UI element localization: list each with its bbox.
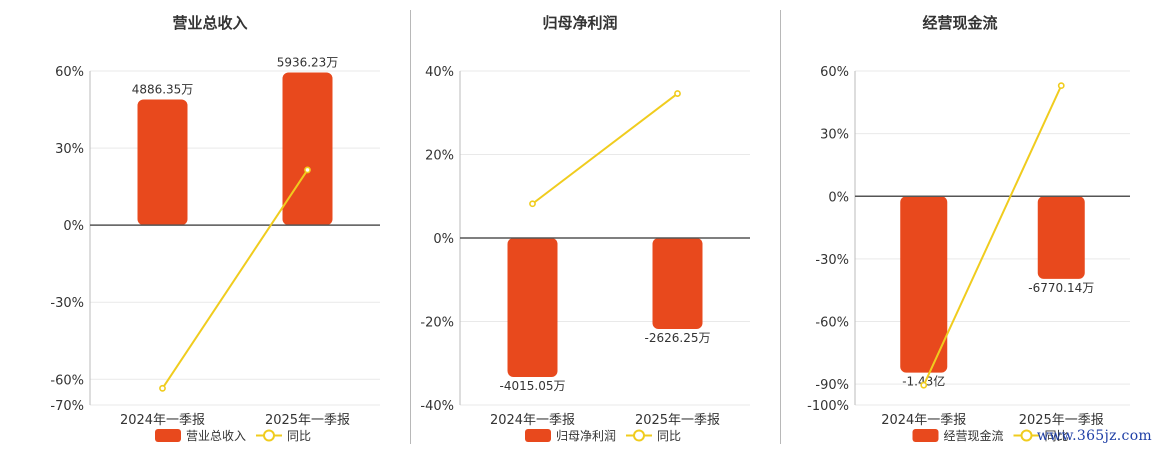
y-tick-label: 20% [425,149,454,164]
bar [1037,196,1085,279]
legend-label: 归母净利润 [556,429,616,443]
bar-data-label: 5936.23万 [277,56,339,70]
legend: 经营现金流 同比 [912,428,1069,443]
y-tick-label: -90% [815,378,849,393]
chart-panel: 经营现金流 -100% -90% -60% -30% 0% 30% 60% -1.43亿 -677… [807,14,1130,443]
line-point [1057,82,1065,90]
panel-divider [780,10,781,444]
y-tick-label: -100% [807,399,849,414]
chart-title: 经营现金流 [922,14,997,32]
bar [137,99,188,226]
legend-label: 同比 [287,429,311,443]
bar-data-label: 4886.35万 [132,83,194,97]
line-point [159,384,166,392]
chart-title: 归母净利润 [542,14,617,32]
watermark-text: www.365jz.com [1036,428,1152,444]
y-tick-label: 0% [433,232,454,247]
y-tick-label: -40% [420,399,454,414]
bar-data-label: -4015.05万 [500,379,566,393]
y-tick-label: -20% [420,316,454,331]
legend-line-marker [1020,429,1033,442]
line-point [304,166,311,174]
bar-data-label: -1.43亿 [902,374,945,389]
bar [900,196,948,373]
y-tick-label: -60% [815,316,849,331]
bar [507,238,558,378]
x-tick-label: 2024年一季报 [490,413,575,428]
y-tick-label: -60% [50,373,84,388]
legend-label: 同比 [1045,429,1069,443]
y-tick-label: 30% [55,142,84,157]
legend: 归母净利润 同比 [525,429,681,443]
legend-bar-swatch [155,429,181,442]
y-tick-label: -30% [50,296,84,311]
legend-bar-swatch [912,429,939,442]
x-tick-label: 2024年一季报 [881,413,966,428]
line-point [920,381,928,389]
legend: 营业总收入 同比 [155,429,311,443]
bar [652,238,703,330]
x-tick-label: 2025年一季报 [1019,413,1104,428]
bar [282,72,333,226]
legend-label: 营业总收入 [186,429,246,443]
bar-data-label: -6770.14万 [1028,281,1094,295]
y-tick-label: -30% [815,253,849,268]
legend-line-marker [263,429,275,442]
line-point [674,90,681,97]
y-tick-label: 40% [425,65,454,80]
y-tick-label: 0% [828,190,849,205]
legend-line-marker [633,429,645,442]
chart-panel: 归母净利润 -40% -20% 0% 20% 40% -4015.05万 -2626.25万 2… [420,14,750,443]
y-tick-label: -70% [50,399,84,414]
y-tick-label: 30% [820,128,849,143]
chart-title: 营业总收入 [172,14,247,32]
line-point [529,200,536,208]
x-tick-label: 2024年一季报 [120,413,205,428]
x-tick-label: 2025年一季报 [635,413,720,428]
line-series [161,169,309,389]
line-series [922,85,1063,386]
line-series [531,92,679,205]
legend-label: 经营现金流 [944,428,1004,443]
legend-bar-swatch [525,429,551,442]
y-tick-label: 60% [55,65,84,80]
chart-panel: 营业总收入 -70% -60% -30% 0% 30% 60% 4886.35万 5936.23… [50,14,380,443]
x-tick-label: 2025年一季报 [265,413,350,428]
legend-label: 同比 [657,429,681,443]
y-tick-label: 0% [63,219,84,234]
panel-divider [410,10,411,444]
y-tick-label: 60% [820,65,849,80]
bar-data-label: -2626.25万 [645,331,711,345]
